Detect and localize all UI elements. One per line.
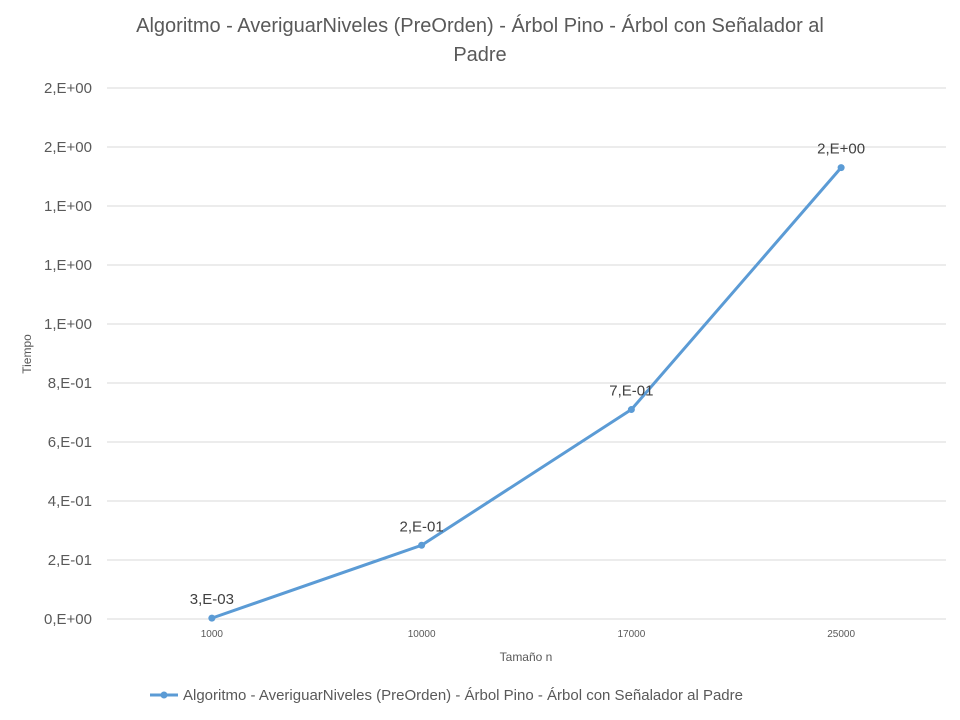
data-point — [837, 164, 845, 172]
gridlines — [107, 87, 946, 620]
x-tick-label: 1000 — [201, 629, 224, 640]
x-axis-ticks: 1000 10000 17000 25000 — [201, 629, 856, 640]
data-label: 2,E-01 — [400, 518, 444, 535]
legend-series-label: Algoritmo - AveriguarNiveles (PreOrden) … — [183, 687, 743, 704]
series-layer — [208, 164, 845, 622]
y-tick-label: 1,E+00 — [44, 257, 92, 274]
data-label: 3,E-03 — [190, 591, 234, 608]
y-tick-label: 1,E+00 — [44, 198, 92, 215]
x-axis-title: Tamaño n — [500, 650, 553, 664]
y-tick-label: 2,E+00 — [44, 80, 92, 97]
data-point — [208, 614, 216, 622]
series-line — [210, 166, 843, 620]
y-tick-label: 4,E-01 — [48, 493, 92, 510]
y-tick-label: 8,E-01 — [48, 375, 92, 392]
x-tick-label: 25000 — [827, 629, 855, 640]
y-axis-title: Tiempo — [20, 334, 34, 374]
data-point — [418, 541, 426, 549]
y-tick-label: 0,E+00 — [44, 611, 92, 628]
y-axis-ticks: 0,E+00 2,E-01 4,E-01 6,E-01 8,E-01 1,E+00 1,E+… — [44, 80, 92, 628]
data-point — [627, 406, 635, 414]
legend-series-marker — [160, 691, 168, 699]
data-label: 2,E+00 — [817, 141, 865, 158]
y-tick-label: 1,E+00 — [44, 316, 92, 333]
x-tick-label: 10000 — [408, 629, 436, 640]
data-labels: 3,E-03 2,E-01 7,E-01 2,E+00 — [190, 141, 865, 608]
legend[interactable]: Algoritmo - AveriguarNiveles (PreOrden) … — [150, 687, 743, 704]
chart-title-line-1: Algoritmo - AveriguarNiveles (PreOrden) … — [136, 14, 824, 37]
x-tick-label: 17000 — [617, 629, 645, 640]
chart-title-line-2: Padre — [453, 44, 506, 66]
y-tick-label: 2,E+00 — [44, 139, 92, 156]
y-tick-label: 2,E-01 — [48, 552, 92, 569]
data-label: 7,E-01 — [609, 383, 653, 400]
y-tick-label: 6,E-01 — [48, 434, 92, 451]
